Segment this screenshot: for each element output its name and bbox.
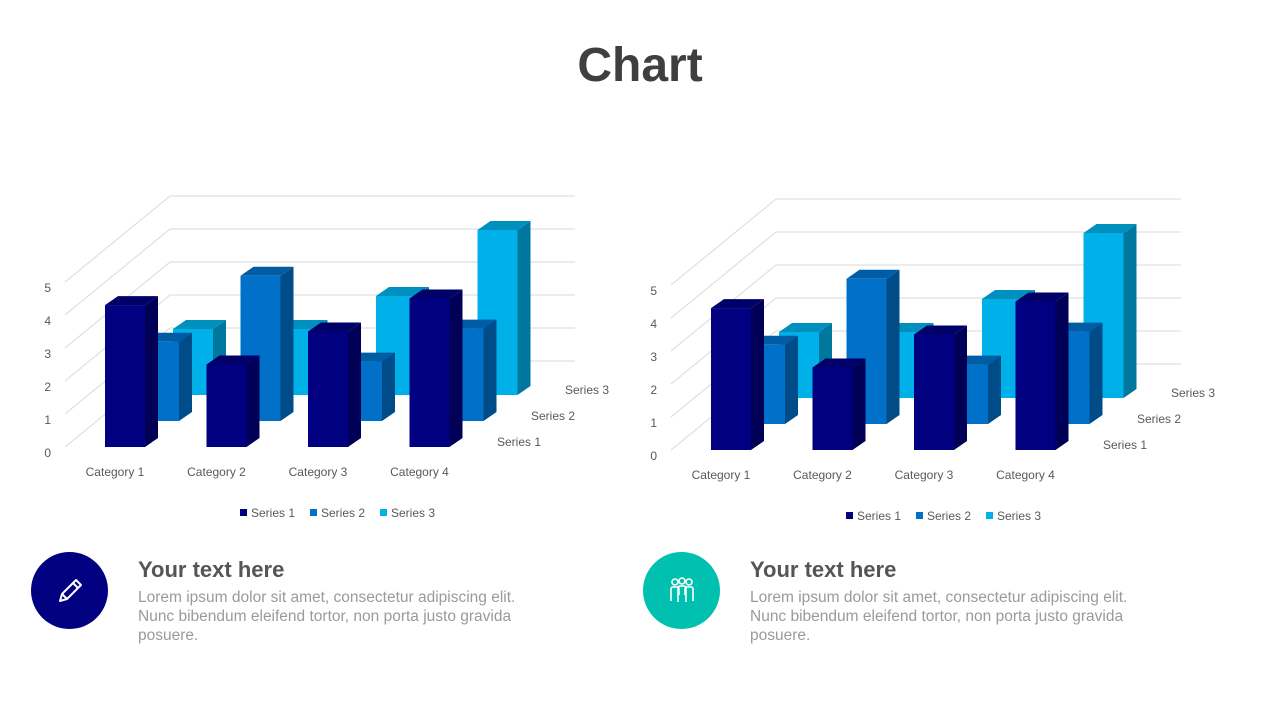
bar-side bbox=[1123, 224, 1137, 398]
bar-top bbox=[982, 290, 1035, 299]
bar-side bbox=[145, 296, 158, 447]
legend-label: Series 1 bbox=[857, 509, 901, 523]
bar bbox=[711, 308, 751, 450]
bar-top bbox=[1083, 224, 1137, 233]
y-tick-label: 4 bbox=[44, 314, 51, 328]
bar-side bbox=[382, 352, 395, 421]
series-axis-label: Series 1 bbox=[1103, 438, 1147, 452]
bar-top bbox=[105, 296, 158, 306]
legend-label: Series 3 bbox=[997, 509, 1041, 523]
bar bbox=[812, 367, 853, 450]
legend-swatch bbox=[310, 509, 317, 516]
pencil-icon bbox=[59, 579, 82, 602]
legend-swatch bbox=[916, 512, 923, 519]
x-tick-label: Category 4 bbox=[996, 468, 1055, 482]
bar-top bbox=[376, 287, 429, 296]
series-axis-label: Series 2 bbox=[531, 409, 575, 423]
y-tick-label: 0 bbox=[44, 446, 51, 460]
bar-side bbox=[1089, 322, 1103, 424]
series-axis-label: Series 3 bbox=[1171, 386, 1215, 400]
bar-side bbox=[483, 319, 497, 421]
bar-side bbox=[751, 299, 764, 450]
bar-top bbox=[711, 299, 764, 309]
bar-top bbox=[206, 355, 260, 365]
feature-1-body: Lorem ipsum dolor sit amet, consectetur … bbox=[138, 589, 516, 644]
bar-side bbox=[988, 355, 1001, 424]
y-tick-label: 3 bbox=[650, 350, 657, 364]
y-tick-label: 3 bbox=[44, 347, 51, 361]
bar-top bbox=[173, 320, 226, 329]
side-gridline bbox=[64, 228, 171, 316]
feature-1-circle bbox=[31, 552, 108, 629]
legend-label: Series 2 bbox=[927, 509, 971, 523]
x-tick-label: Category 4 bbox=[390, 465, 449, 479]
x-tick-label: Category 2 bbox=[187, 465, 246, 479]
y-tick-label: 1 bbox=[44, 413, 51, 427]
bar-top bbox=[779, 323, 832, 332]
chart-right: 0 1 2 3 4 5 Category 1 Category 2 Category 3 Cate… bbox=[650, 198, 1215, 523]
team-icon bbox=[670, 577, 694, 602]
bar-top bbox=[240, 266, 294, 276]
bar-side bbox=[179, 332, 192, 421]
series-axis-label: Series 3 bbox=[565, 383, 609, 397]
y-tick-label: 2 bbox=[650, 383, 657, 397]
bar-top bbox=[812, 358, 866, 368]
x-tick-label: Category 1 bbox=[692, 468, 751, 482]
side-gridline bbox=[670, 231, 777, 319]
x-tick-label: Category 1 bbox=[86, 465, 145, 479]
legend-label: Series 2 bbox=[321, 506, 365, 520]
y-tick-label: 5 bbox=[650, 284, 657, 298]
legend-label: Series 1 bbox=[251, 506, 295, 520]
bar-top bbox=[1015, 292, 1069, 302]
legend-swatch bbox=[846, 512, 853, 519]
bar-top bbox=[308, 322, 361, 332]
series-axis-label: Series 2 bbox=[1137, 412, 1181, 426]
bar-side bbox=[852, 358, 866, 450]
bar-side bbox=[449, 289, 463, 447]
y-tick-label: 0 bbox=[650, 449, 657, 463]
bar-top bbox=[477, 221, 531, 230]
bar-side bbox=[954, 325, 967, 450]
chart-left: 0 1 2 3 4 5 Category 1 Category 2 Category 3 Cate… bbox=[44, 195, 609, 520]
legend-swatch bbox=[240, 509, 247, 516]
bar bbox=[105, 305, 145, 447]
bar bbox=[409, 298, 450, 447]
bar-side bbox=[246, 355, 260, 447]
y-tick-label: 1 bbox=[650, 416, 657, 430]
feature-2-circle bbox=[643, 552, 720, 629]
x-tick-label: Category 3 bbox=[895, 468, 954, 482]
feature-2-heading: Your text here bbox=[750, 557, 897, 582]
bar-side bbox=[1055, 292, 1069, 450]
bar-side bbox=[280, 266, 294, 421]
bar-top bbox=[846, 269, 900, 279]
bar bbox=[308, 331, 348, 447]
bar bbox=[1015, 301, 1056, 450]
feature-2-body: Lorem ipsum dolor sit amet, consectetur … bbox=[750, 589, 1128, 644]
y-tick-label: 2 bbox=[44, 380, 51, 394]
bar-side bbox=[348, 322, 361, 447]
side-gridline bbox=[670, 198, 777, 286]
y-tick-label: 4 bbox=[650, 317, 657, 331]
bar-side bbox=[785, 335, 798, 424]
legend-swatch bbox=[986, 512, 993, 519]
y-tick-label: 5 bbox=[44, 281, 51, 295]
series-axis-label: Series 1 bbox=[497, 435, 541, 449]
bar bbox=[206, 364, 247, 447]
x-tick-label: Category 3 bbox=[289, 465, 348, 479]
bar-top bbox=[914, 325, 967, 335]
bar-side bbox=[517, 221, 531, 395]
bar bbox=[914, 334, 954, 450]
page-title: Chart bbox=[577, 39, 703, 92]
bar-side bbox=[886, 269, 900, 424]
legend-swatch bbox=[380, 509, 387, 516]
bar-top bbox=[409, 289, 463, 299]
legend-label: Series 3 bbox=[391, 506, 435, 520]
feature-1-heading: Your text here bbox=[138, 557, 285, 582]
x-tick-label: Category 2 bbox=[793, 468, 852, 482]
side-gridline bbox=[64, 195, 171, 283]
